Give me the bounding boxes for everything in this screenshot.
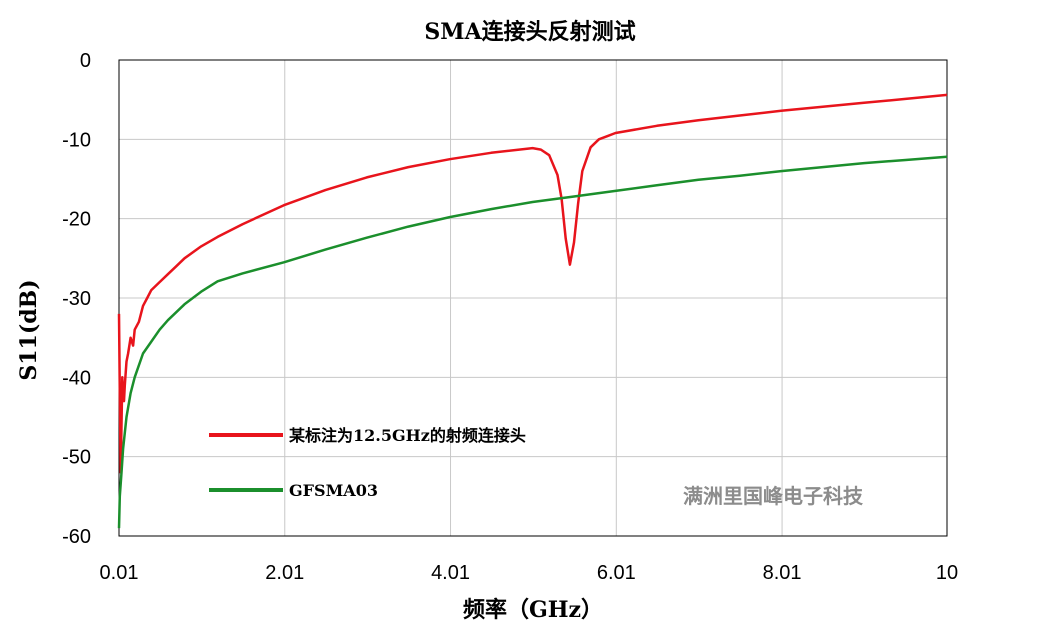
watermark: 满洲里国峰电子科技: [683, 484, 864, 508]
x-tick-label: 4.01: [431, 562, 470, 584]
y-tick-label: -20: [62, 209, 91, 231]
y-tick-label: 0: [80, 50, 91, 72]
x-tick-label: 8.01: [763, 562, 802, 584]
series-layer: [117, 93, 948, 529]
y-axis-label: S11(dB): [16, 279, 42, 380]
x-tick-label: 0.01: [100, 562, 139, 584]
x-axis-ticks: 0.01 2.01 4.01 6.01 8.01 10: [100, 562, 959, 584]
y-tick-label: -30: [62, 288, 91, 310]
series-line-2: [117, 155, 948, 529]
y-tick-label: -50: [62, 447, 91, 469]
x-tick-label: 2.01: [265, 562, 304, 584]
y-tick-label: -40: [62, 367, 91, 389]
grid-lines: [119, 60, 947, 536]
series-line-1: [117, 93, 948, 474]
y-axis-ticks: 0 -10 -20 -30 -40 -50 -60: [62, 50, 91, 548]
x-axis-label: 频率（GHz）: [463, 597, 603, 623]
legend-label-series-1: 某标注为12.5GHz的射频连接头: [288, 426, 526, 445]
y-tick-label: -60: [62, 526, 91, 548]
plot-area-frame: [118, 59, 948, 537]
legend: 某标注为12.5GHz的射频连接头 GFSMA03: [209, 426, 526, 500]
x-tick-label: 6.01: [597, 562, 636, 584]
chart-title: SMA连接头反射测试: [424, 19, 635, 45]
legend-label-series-2: GFSMA03: [289, 481, 378, 500]
x-tick-label: 10: [936, 562, 958, 584]
y-tick-label: -10: [62, 129, 91, 151]
